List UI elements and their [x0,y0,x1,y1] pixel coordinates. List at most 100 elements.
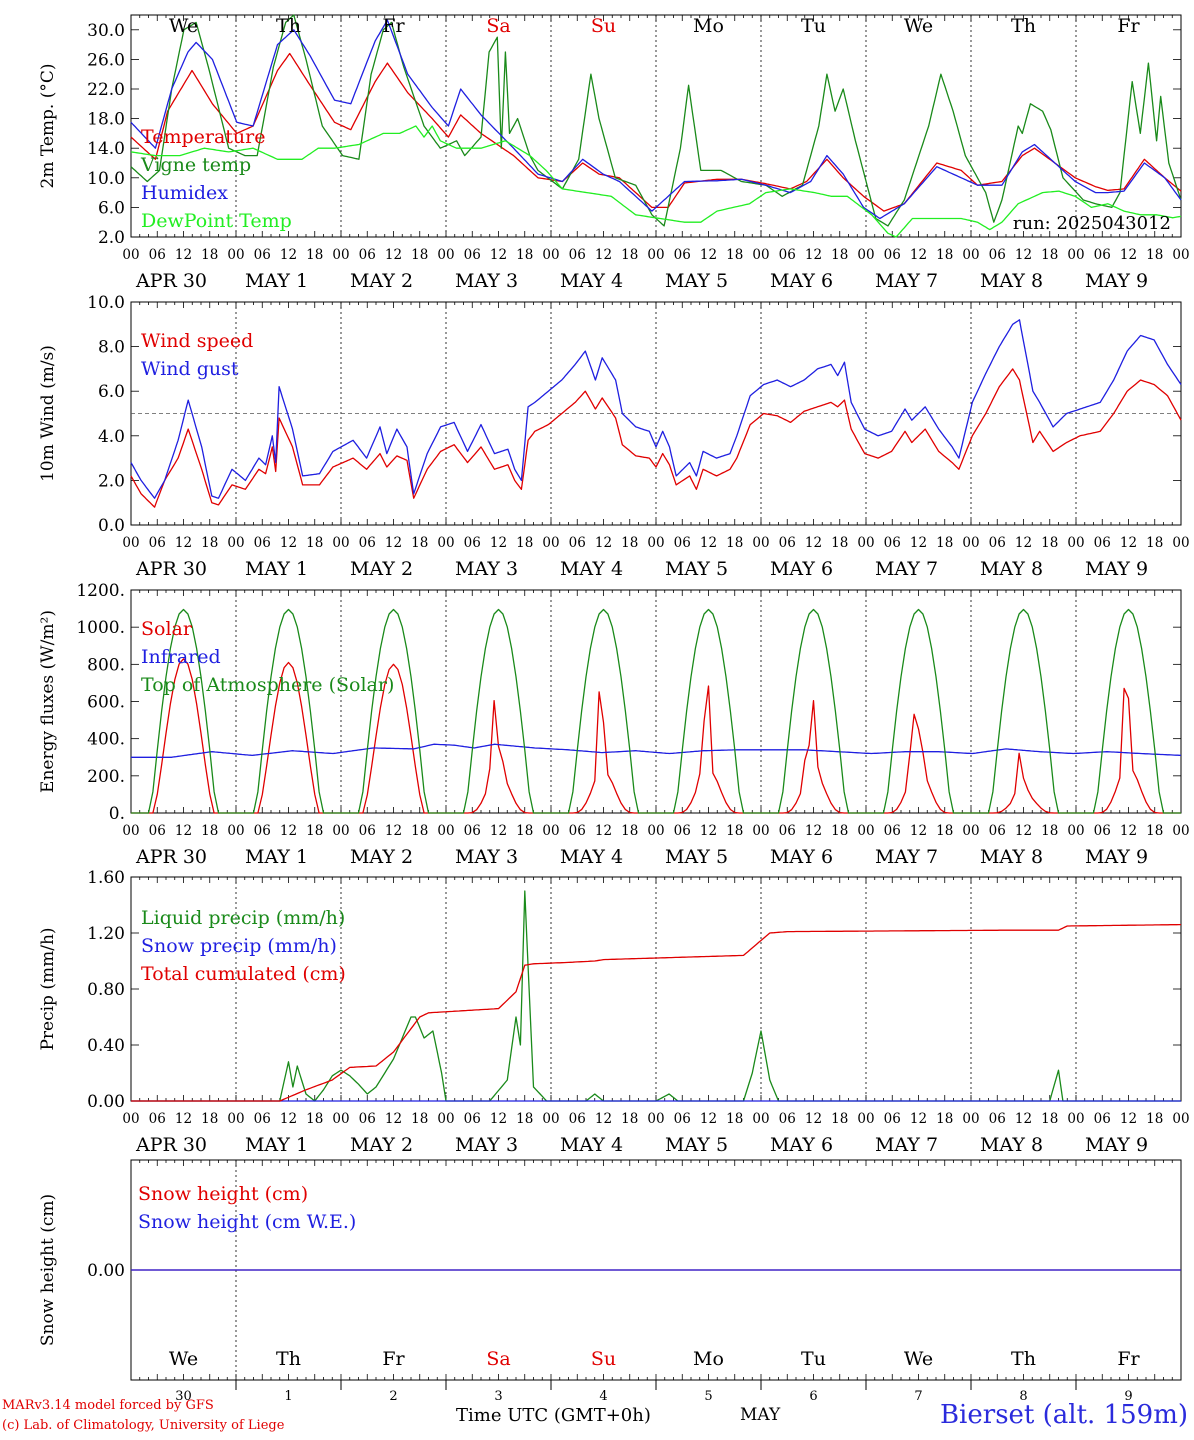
hour-tick-label: 12 [700,535,717,551]
hour-tick-label: 12 [1120,823,1137,839]
hour-tick-label: 12 [280,1111,297,1127]
hour-tick-label: 12 [1015,247,1032,263]
date-label: MAY 3 [455,846,518,868]
energy-y-tick-label: 200. [87,767,125,787]
hour-tick-label: 12 [595,247,612,263]
wind-y-tick-label: 6.0 [98,382,125,402]
wind-legend-wind-gust: Wind gust [141,358,239,380]
hour-tick-label: 06 [359,823,376,839]
hour-tick-label: 18 [306,535,323,551]
date-label: APR 30 [135,558,207,580]
weekday-label: Su [591,1348,616,1370]
hour-tick-label: 12 [385,535,402,551]
wind-speed-line [130,368,1182,508]
energy-y-tick-label: 600. [87,693,125,713]
temp-y-tick-label: 26.0 [87,50,125,70]
precip-y-tick-label: 0.00 [87,1092,125,1112]
hour-tick-label: 00 [752,823,769,839]
hour-tick-label: 06 [779,823,796,839]
temp-y-tick-label: 6.0 [98,198,125,218]
date-label: MAY 8 [980,270,1043,292]
precip-y-tick-label: 1.60 [87,868,125,888]
hour-tick-label: 06 [464,535,481,551]
hour-tick-label: 00 [1172,823,1189,839]
hour-tick-label: 06 [674,535,691,551]
hour-tick-label: 12 [700,823,717,839]
temp-y-tick-label: 30.0 [87,21,125,41]
weekday-label: We [904,1348,933,1370]
date-label: MAY 9 [1085,846,1148,868]
hour-tick-label: 18 [1146,1111,1163,1127]
precip-y-tick-label: 1.20 [87,924,125,944]
hour-tick-label: 06 [149,247,166,263]
hour-tick-label: 18 [936,823,953,839]
weekday-label: We [169,15,198,37]
hour-tick-label: 18 [516,535,533,551]
date-label: APR 30 [135,846,207,868]
hour-tick-label: 18 [1146,535,1163,551]
hour-tick-label: 06 [149,823,166,839]
wind-y-tick-label: 8.0 [98,338,125,358]
humidex-line [130,19,1182,220]
hour-tick-label: 00 [857,247,874,263]
hour-tick-label: 18 [621,1111,638,1127]
hour-tick-label: 18 [516,823,533,839]
hour-tick-label: 18 [516,1111,533,1127]
hour-tick-label: 12 [175,535,192,551]
hour-tick-label: 00 [437,1111,454,1127]
temp-y-tick-label: 14.0 [87,139,125,159]
hour-tick-label: 18 [1146,823,1163,839]
hour-tick-label: 18 [621,535,638,551]
hour-tick-label: 06 [884,247,901,263]
hour-tick-label: 12 [490,247,507,263]
day-number-label: 8 [1019,1389,1027,1404]
date-label: MAY 8 [980,1134,1043,1156]
date-label: MAY 1 [245,270,308,292]
top-of-atmosphere-solar-line [131,608,1181,814]
hour-tick-label: 00 [122,823,139,839]
hour-tick-label: 00 [1172,247,1189,263]
date-label: MAY 5 [665,270,728,292]
hour-tick-label: 06 [254,247,271,263]
hour-tick-label: 00 [1067,1111,1084,1127]
day-number-label: 2 [389,1389,397,1404]
day-number-label: 6 [809,1389,817,1404]
hour-tick-label: 12 [280,247,297,263]
day-number-label: 3 [494,1389,502,1404]
hour-tick-label: 00 [437,535,454,551]
precip-legend-liquid-precip-mm-h: Liquid precip (mm/h) [141,907,345,929]
hour-tick-label: 00 [1067,535,1084,551]
wind-gust-line [130,319,1182,499]
hour-tick-label: 12 [910,535,927,551]
hour-tick-label: 06 [989,823,1006,839]
date-label: MAY 9 [1085,270,1148,292]
hour-tick-label: 06 [569,535,586,551]
hour-tick-label: 06 [254,535,271,551]
wind-legend-wind-speed: Wind speed [141,330,253,352]
weekday-label: Tu [801,15,826,37]
hour-tick-label: 00 [752,535,769,551]
date-label: MAY 3 [455,1134,518,1156]
weekday-label: Fr [382,1348,405,1370]
hour-tick-label: 06 [674,247,691,263]
hour-tick-label: 00 [1067,247,1084,263]
hour-tick-label: 06 [779,247,796,263]
precip-legend-total-cumulated-cm: Total cumulated (cm) [141,963,346,985]
temp-legend-vigne-temp: Vigne temp [140,154,251,176]
day-number-label: 9 [1124,1389,1132,1404]
hour-tick-label: 00 [857,535,874,551]
energy-y-tick-label: 400. [87,730,125,750]
model-credit: MARv3.14 model forced by GFS [2,1398,214,1413]
temp-y-tick-label: 10.0 [87,169,125,189]
hour-tick-label: 12 [805,1111,822,1127]
hour-tick-label: 00 [542,1111,559,1127]
hour-tick-label: 06 [569,823,586,839]
hour-tick-label: 12 [1015,823,1032,839]
hour-tick-label: 18 [1041,1111,1058,1127]
energy-y-tick-label: 1200. [76,581,125,601]
hour-tick-label: 06 [779,1111,796,1127]
date-label: MAY 9 [1085,1134,1148,1156]
hour-tick-label: 12 [1120,247,1137,263]
infrared-line [131,743,1182,758]
